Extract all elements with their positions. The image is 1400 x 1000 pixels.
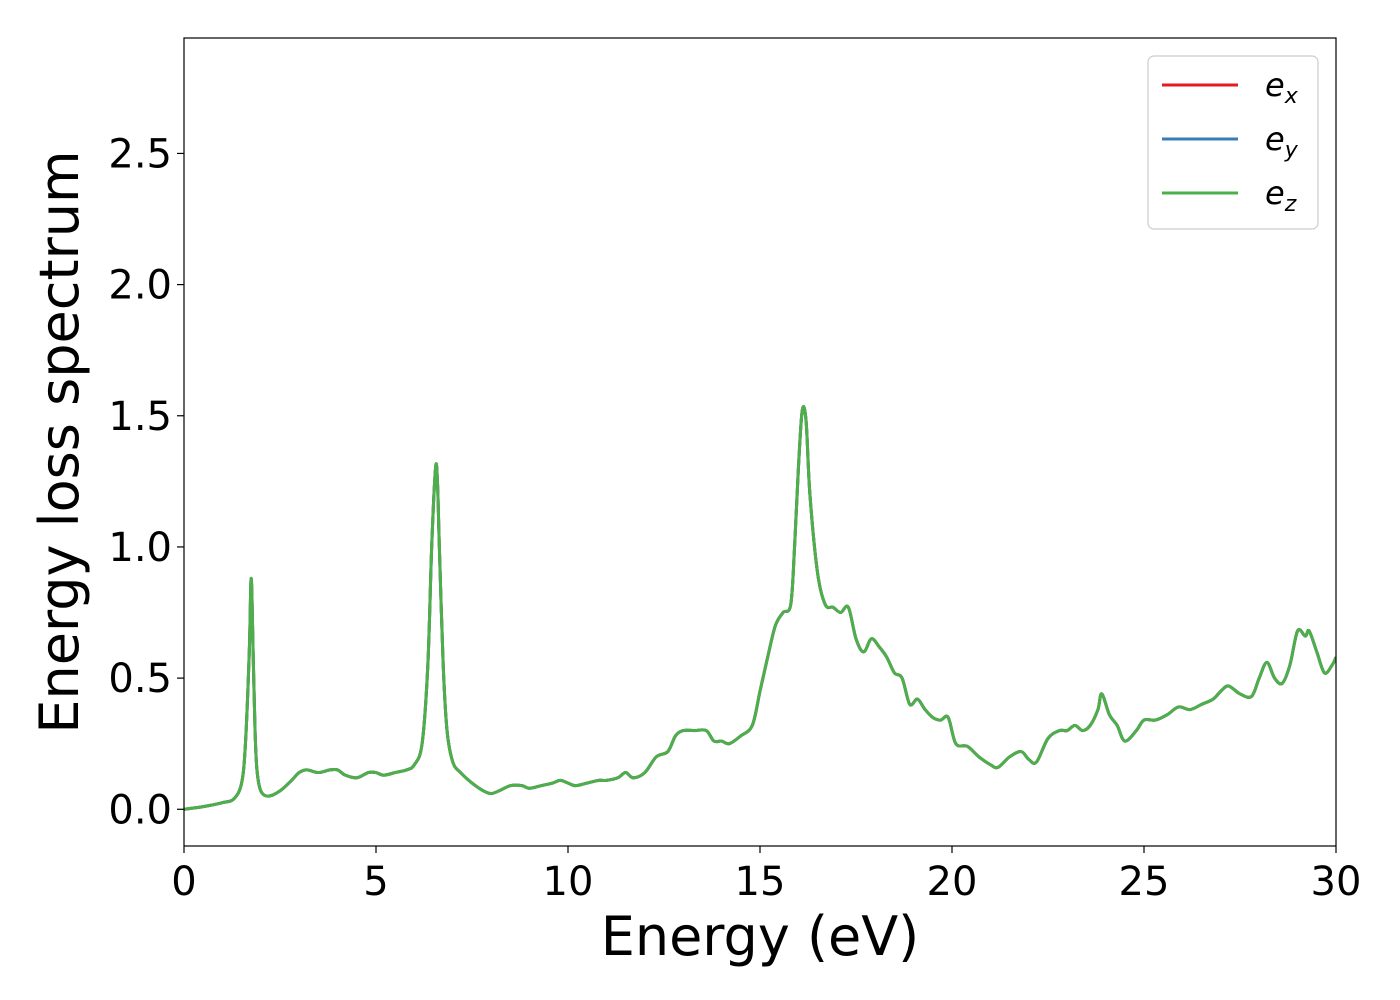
x-tick-label: 15 <box>735 859 786 905</box>
y-axis: 0.0 0.5 1.0 1.5 2.0 2.5 <box>108 131 184 833</box>
legend-label: ez <box>1265 174 1297 217</box>
x-axis-label: Energy (eV) <box>601 905 920 968</box>
y-tick-label: 1.5 <box>108 394 172 440</box>
legend-label-base: e <box>1265 66 1285 104</box>
legend-label-subscript: y <box>1284 138 1299 163</box>
x-tick-label: 10 <box>543 859 594 905</box>
y-tick-label: 2.0 <box>108 263 172 309</box>
y-tick-label: 1.0 <box>108 525 172 571</box>
x-tick-label: 25 <box>1119 859 1170 905</box>
legend-label-base: e <box>1265 174 1285 212</box>
legend-label-subscript: x <box>1284 84 1299 109</box>
legend-label-subscript: z <box>1284 192 1297 217</box>
x-tick-label: 20 <box>927 859 978 905</box>
y-tick-label: 0.0 <box>108 787 172 833</box>
series-line-e-z <box>184 405 1336 811</box>
x-tick-label: 5 <box>363 859 388 905</box>
x-tick-label: 0 <box>171 859 196 905</box>
series-layer <box>184 405 1336 811</box>
x-tick-label: 30 <box>1311 859 1362 905</box>
y-tick-label: 0.5 <box>108 656 172 702</box>
legend-label: ex <box>1265 66 1299 109</box>
y-tick-label: 2.5 <box>108 131 172 177</box>
x-axis: 0 5 10 15 20 25 30 <box>171 846 1361 905</box>
legend-box <box>1147 55 1319 230</box>
legend-label: ey <box>1265 120 1299 163</box>
legend-label-base: e <box>1265 120 1285 158</box>
y-axis-label: Energy loss spectrum <box>28 150 91 733</box>
